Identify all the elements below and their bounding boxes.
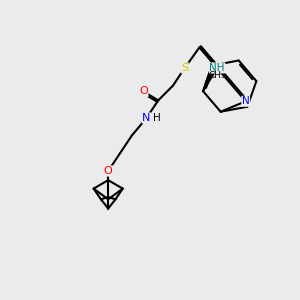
- Text: N: N: [242, 96, 250, 106]
- Text: H: H: [153, 113, 161, 123]
- Text: N: N: [142, 113, 151, 123]
- Text: O: O: [104, 166, 112, 176]
- Text: O: O: [139, 86, 148, 97]
- Text: CH₃: CH₃: [208, 71, 225, 80]
- Text: NH: NH: [209, 63, 225, 73]
- Text: S: S: [181, 63, 188, 73]
